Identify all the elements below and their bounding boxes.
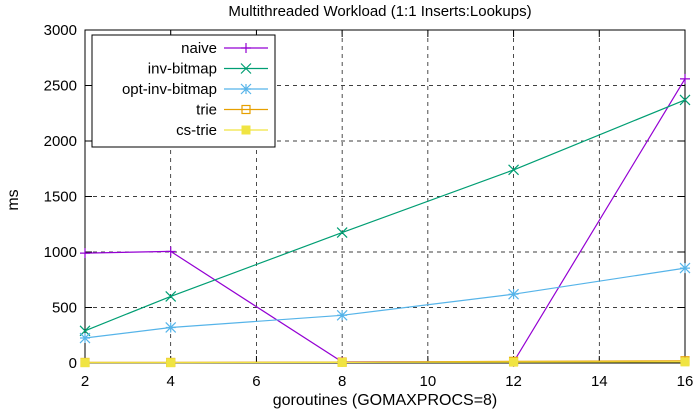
data-point-naive: [80, 248, 90, 259]
x-tick-label: 10: [420, 373, 437, 390]
data-point-naive: [680, 73, 690, 84]
legend-swatch-marker: [240, 83, 252, 95]
data-point-inv-bitmap: [165, 290, 177, 302]
legend-label: opt-inv-bitmap: [122, 81, 217, 98]
data-point-cs-trie: [80, 358, 90, 368]
legend-label: trie: [196, 102, 217, 119]
data-point-naive: [165, 246, 176, 257]
data-point-cs-trie: [680, 357, 690, 367]
series-group: [79, 73, 691, 368]
y-tick-label: 3000: [44, 22, 77, 39]
data-point-inv-bitmap: [508, 164, 519, 176]
legend-label: naive: [181, 40, 217, 57]
data-point-opt-inv-bitmap: [79, 332, 91, 344]
legend-swatch-marker: [241, 104, 251, 115]
y-axis-label: ms: [5, 189, 22, 210]
y-tick-label: 1000: [44, 244, 77, 261]
legend-swatch-marker: [241, 125, 251, 135]
series-cs-trie: [80, 357, 690, 368]
data-point-opt-inv-bitmap: [508, 288, 519, 300]
x-tick-label: 6: [252, 373, 260, 390]
x-tick-label: 16: [677, 373, 694, 390]
x-tick-label: 4: [167, 373, 175, 390]
y-tick-label: 0: [69, 355, 77, 372]
legend: naive inv-bitmap opt-inv-bitmap trie cs-trie: [91, 34, 276, 148]
y-tick-label: 500: [52, 300, 77, 317]
x-axis-label: goroutines (GOMAXPROCS=8): [273, 392, 498, 409]
x-tick-label: 14: [591, 373, 608, 390]
data-point-opt-inv-bitmap: [336, 309, 348, 321]
legend-label: cs-trie: [176, 122, 217, 139]
legend-label: inv-bitmap: [148, 61, 217, 78]
series-inv-bitmap: [79, 94, 691, 337]
legend-swatch-marker: [241, 43, 251, 53]
axis-ticks: 0 500 1000 1500 2000 2500 3000 2 4 6 8 10 12 14 16: [44, 22, 694, 390]
y-tick-label: 1500: [44, 189, 77, 206]
data-point-cs-trie: [166, 358, 176, 368]
y-tick-label: 2500: [44, 78, 77, 95]
data-point-cs-trie: [337, 357, 347, 367]
data-point-opt-inv-bitmap: [679, 262, 691, 274]
chart-title: Multithreaded Workload (1:1 Inserts:Look…: [228, 3, 531, 20]
data-point-cs-trie: [509, 357, 519, 367]
x-tick-label: 2: [81, 373, 89, 390]
data-point-inv-bitmap: [679, 94, 691, 106]
legend-swatch-marker: [240, 63, 252, 74]
data-point-opt-inv-bitmap: [165, 322, 177, 333]
x-tick-label: 12: [505, 373, 522, 390]
series-opt-inv-bitmap: [79, 262, 691, 344]
x-tick-label: 8: [338, 373, 346, 390]
y-tick-label: 2000: [44, 133, 77, 150]
data-point-inv-bitmap: [336, 227, 348, 238]
